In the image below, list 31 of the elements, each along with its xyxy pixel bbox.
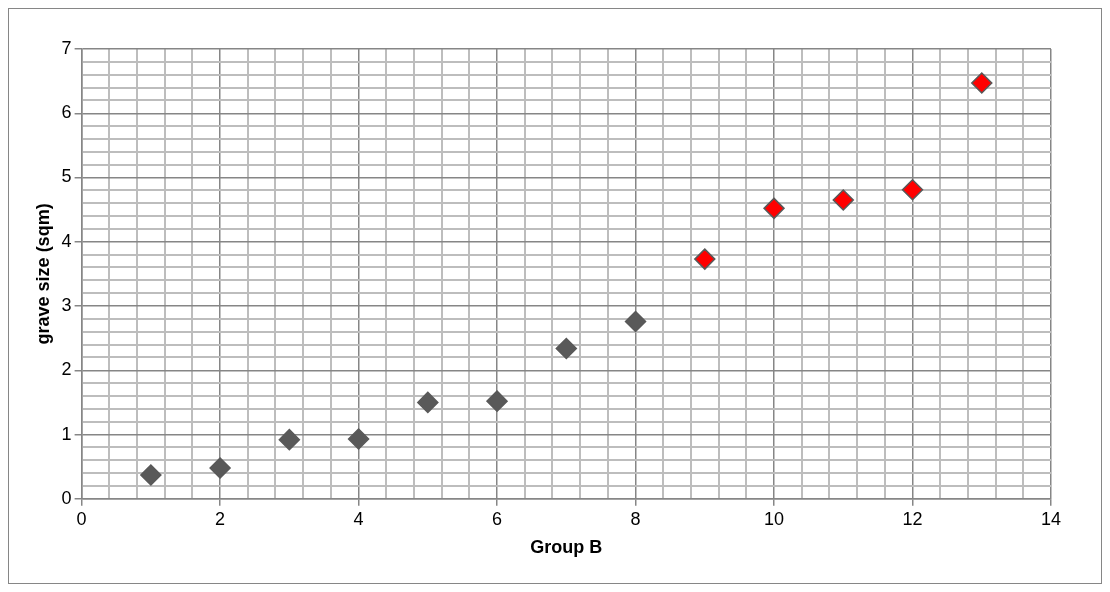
x-axis-title: Group B: [530, 537, 603, 558]
point: [763, 197, 785, 220]
point: [971, 72, 993, 94]
point: [140, 464, 162, 486]
point: [694, 248, 716, 270]
point: [624, 310, 647, 333]
x-tick-label: 8: [630, 508, 641, 529]
y-tick-label: 0: [61, 487, 72, 508]
x-tick-label: 12: [902, 508, 923, 529]
x-tick-label: 4: [353, 508, 364, 529]
x-tick-label: 6: [492, 508, 503, 529]
point: [417, 391, 439, 414]
y-tick-label: 6: [61, 102, 72, 123]
x-tick-label: 2: [215, 508, 226, 529]
x-tick-label: 0: [76, 508, 87, 529]
point: [347, 428, 370, 450]
point: [209, 457, 231, 479]
y-tick-label: 5: [61, 166, 72, 187]
y-tick-label: 7: [61, 37, 72, 58]
x-tick-label: 14: [1040, 508, 1062, 529]
y-tick-label: 1: [61, 423, 72, 444]
y-axis-title: grave size (sqm): [32, 203, 53, 345]
point: [555, 337, 578, 360]
y-tick-label: 3: [61, 295, 72, 315]
y-tick-label: 4: [61, 230, 72, 251]
x-tick-label: 10: [764, 508, 785, 529]
point: [486, 390, 508, 412]
point: [832, 189, 855, 211]
y-tick-label: 2: [61, 359, 72, 380]
point: [278, 428, 301, 451]
point: [901, 178, 924, 201]
